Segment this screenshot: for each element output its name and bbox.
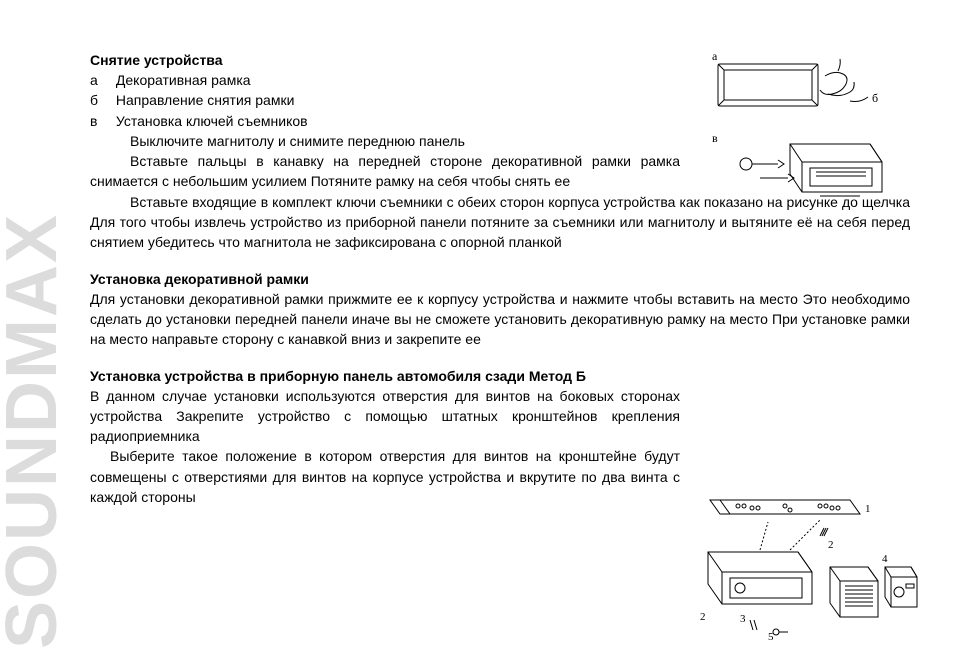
heading-removal: Снятие устройства xyxy=(90,52,680,68)
figure-install: 1 2 2 3 4 5 xyxy=(690,492,920,642)
fig-label-c: в xyxy=(712,131,718,145)
section-install-dash: Установка устройства в приборную панель … xyxy=(90,368,680,508)
para-insert-fingers: Вставьте пальцы в канавку на передней ст… xyxy=(90,151,680,192)
fig-label-a: а xyxy=(712,49,718,63)
fig2-label-2a: 2 xyxy=(828,539,834,551)
list-item-b: б Направление снятия рамки xyxy=(90,90,680,110)
list-label-c: в xyxy=(90,111,112,131)
fig2-label-5: 5 xyxy=(768,631,774,642)
heading-install-frame: Установка декоративной рамки xyxy=(90,271,910,287)
figure-install-svg: 1 2 2 3 4 5 xyxy=(690,492,920,642)
fig2-label-3: 3 xyxy=(740,613,746,625)
list-item-a: а Декоративная рамка xyxy=(90,70,680,90)
section-removal: Снятие устройства а Декоративная рамка б… xyxy=(90,52,680,192)
list-label-b: б xyxy=(90,90,112,110)
para-turn-off: Выключите магнитолу и снимите переднюю п… xyxy=(90,131,680,151)
brand-watermark: SOUNDMAX xyxy=(0,0,72,649)
section-install-frame: Установка декоративной рамки Для установ… xyxy=(90,271,910,350)
brand-text: SOUNDMAX xyxy=(0,183,73,649)
list-text-b: Направление снятия рамки xyxy=(116,92,295,108)
figure-removal-svg: а б в xyxy=(700,46,900,216)
list-label-a: а xyxy=(90,70,112,90)
fig2-label-2b: 2 xyxy=(700,611,706,623)
list-text-c: Установка ключей съемников xyxy=(116,113,308,129)
figure-removal: а б в xyxy=(700,46,900,216)
para-dash-1: В данном случае установки используются о… xyxy=(90,386,680,447)
list-text-a: Декоративная рамка xyxy=(116,72,251,88)
para-install-frame: Для установки декоративной рамки прижмит… xyxy=(90,289,910,350)
fig2-label-4: 4 xyxy=(882,553,888,565)
para-dash-2: Выберите такое положение в котором отвер… xyxy=(90,446,680,507)
heading-install-dash: Установка устройства в приборную панель … xyxy=(90,368,910,384)
list-item-c: в Установка ключей съемников xyxy=(90,111,680,131)
fig-label-b: б xyxy=(872,91,878,105)
fig2-label-1: 1 xyxy=(865,503,871,515)
